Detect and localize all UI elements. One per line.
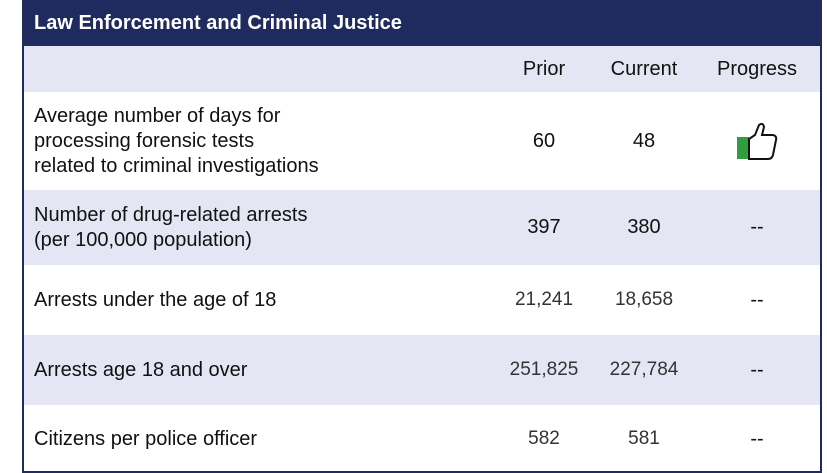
row-label-line: Number of drug-related arrests	[34, 203, 308, 226]
table-row: Arrests under the age of 18 21,241 18,658 -…	[24, 265, 820, 335]
progress-value: --	[750, 358, 764, 381]
table-row: Number of drug-related arrests (per 100,0…	[24, 190, 820, 265]
row-label: Number of drug-related arrests (per 100,0…	[34, 190, 307, 265]
progress-icon	[694, 92, 820, 190]
current-value: 581	[628, 428, 660, 449]
row-label-line: Average number of days for	[34, 104, 281, 127]
row-label-line: Arrests under the age of 18	[34, 288, 277, 311]
table-title: Law Enforcement and Criminal Justice	[24, 0, 820, 46]
current-value: 227,784	[609, 359, 679, 380]
row-label-line: Arrests age 18 and over	[34, 358, 248, 381]
current-value: 380	[627, 216, 661, 238]
table-row: Citizens per police officer 582 581 --	[24, 405, 820, 473]
thumb-hand	[748, 122, 778, 160]
prior-value: 21,241	[514, 289, 574, 310]
prior-value: 397	[527, 216, 561, 238]
prior-value: 251,825	[509, 359, 579, 380]
progress-value: --	[750, 216, 764, 238]
row-label: Arrests under the age of 18	[34, 265, 276, 335]
progress-value: --	[750, 288, 764, 311]
row-label-line: related to criminal investigations	[34, 154, 319, 177]
current-value: 18,658	[614, 289, 674, 310]
prior-value: 582	[528, 428, 560, 449]
table-row: Average number of days for processing for…	[24, 92, 820, 190]
column-header: Current	[610, 57, 678, 80]
prior-value: 60	[532, 129, 556, 152]
header-row: Prior Current Progress	[24, 46, 820, 92]
thumbs-up-icon	[737, 122, 778, 160]
current-value: 48	[632, 129, 656, 152]
progress-value: --	[750, 427, 764, 450]
row-label-line: processing forensic tests	[34, 129, 255, 152]
row-label: Arrests age 18 and over	[34, 335, 247, 405]
row-label-line: (per 100,000 population)	[34, 228, 252, 251]
row-label: Citizens per police officer	[34, 405, 257, 473]
row-label-line: Citizens per police officer	[34, 427, 258, 450]
table-frame: Law Enforcement and Criminal Justice Pri…	[22, 0, 822, 473]
thumb-cuff	[737, 137, 749, 159]
column-header: Prior	[522, 57, 566, 80]
column-header: Progress	[716, 57, 798, 80]
row-label: Average number of days for processing for…	[34, 92, 319, 190]
table-row: Arrests age 18 and over 251,825 227,784 --	[24, 335, 820, 405]
